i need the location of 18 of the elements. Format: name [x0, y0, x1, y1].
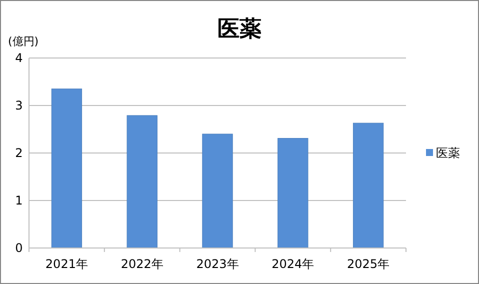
x-tick-label: 2023年 — [196, 257, 239, 271]
y-tick-label: 1 — [15, 194, 23, 208]
y-axis-title: (億円) — [8, 35, 39, 48]
y-tick-label: 0 — [15, 241, 23, 256]
bar — [278, 138, 308, 248]
bar — [352, 122, 384, 248]
bar — [202, 134, 233, 248]
y-tick-label: 2 — [15, 146, 23, 160]
x-tick-label: 2025年 — [347, 257, 390, 271]
chart-title: 医薬 — [218, 17, 262, 42]
x-tick-label: 2022年 — [120, 257, 164, 271]
legend-label: 医薬 — [436, 146, 460, 160]
y-tick-label: 4 — [15, 51, 23, 66]
bar — [51, 88, 82, 248]
bar — [126, 115, 158, 248]
x-tick-label: 2024年 — [272, 257, 314, 271]
y-tick-label: 3 — [15, 98, 23, 113]
x-tick-label: 2021年 — [45, 257, 88, 271]
